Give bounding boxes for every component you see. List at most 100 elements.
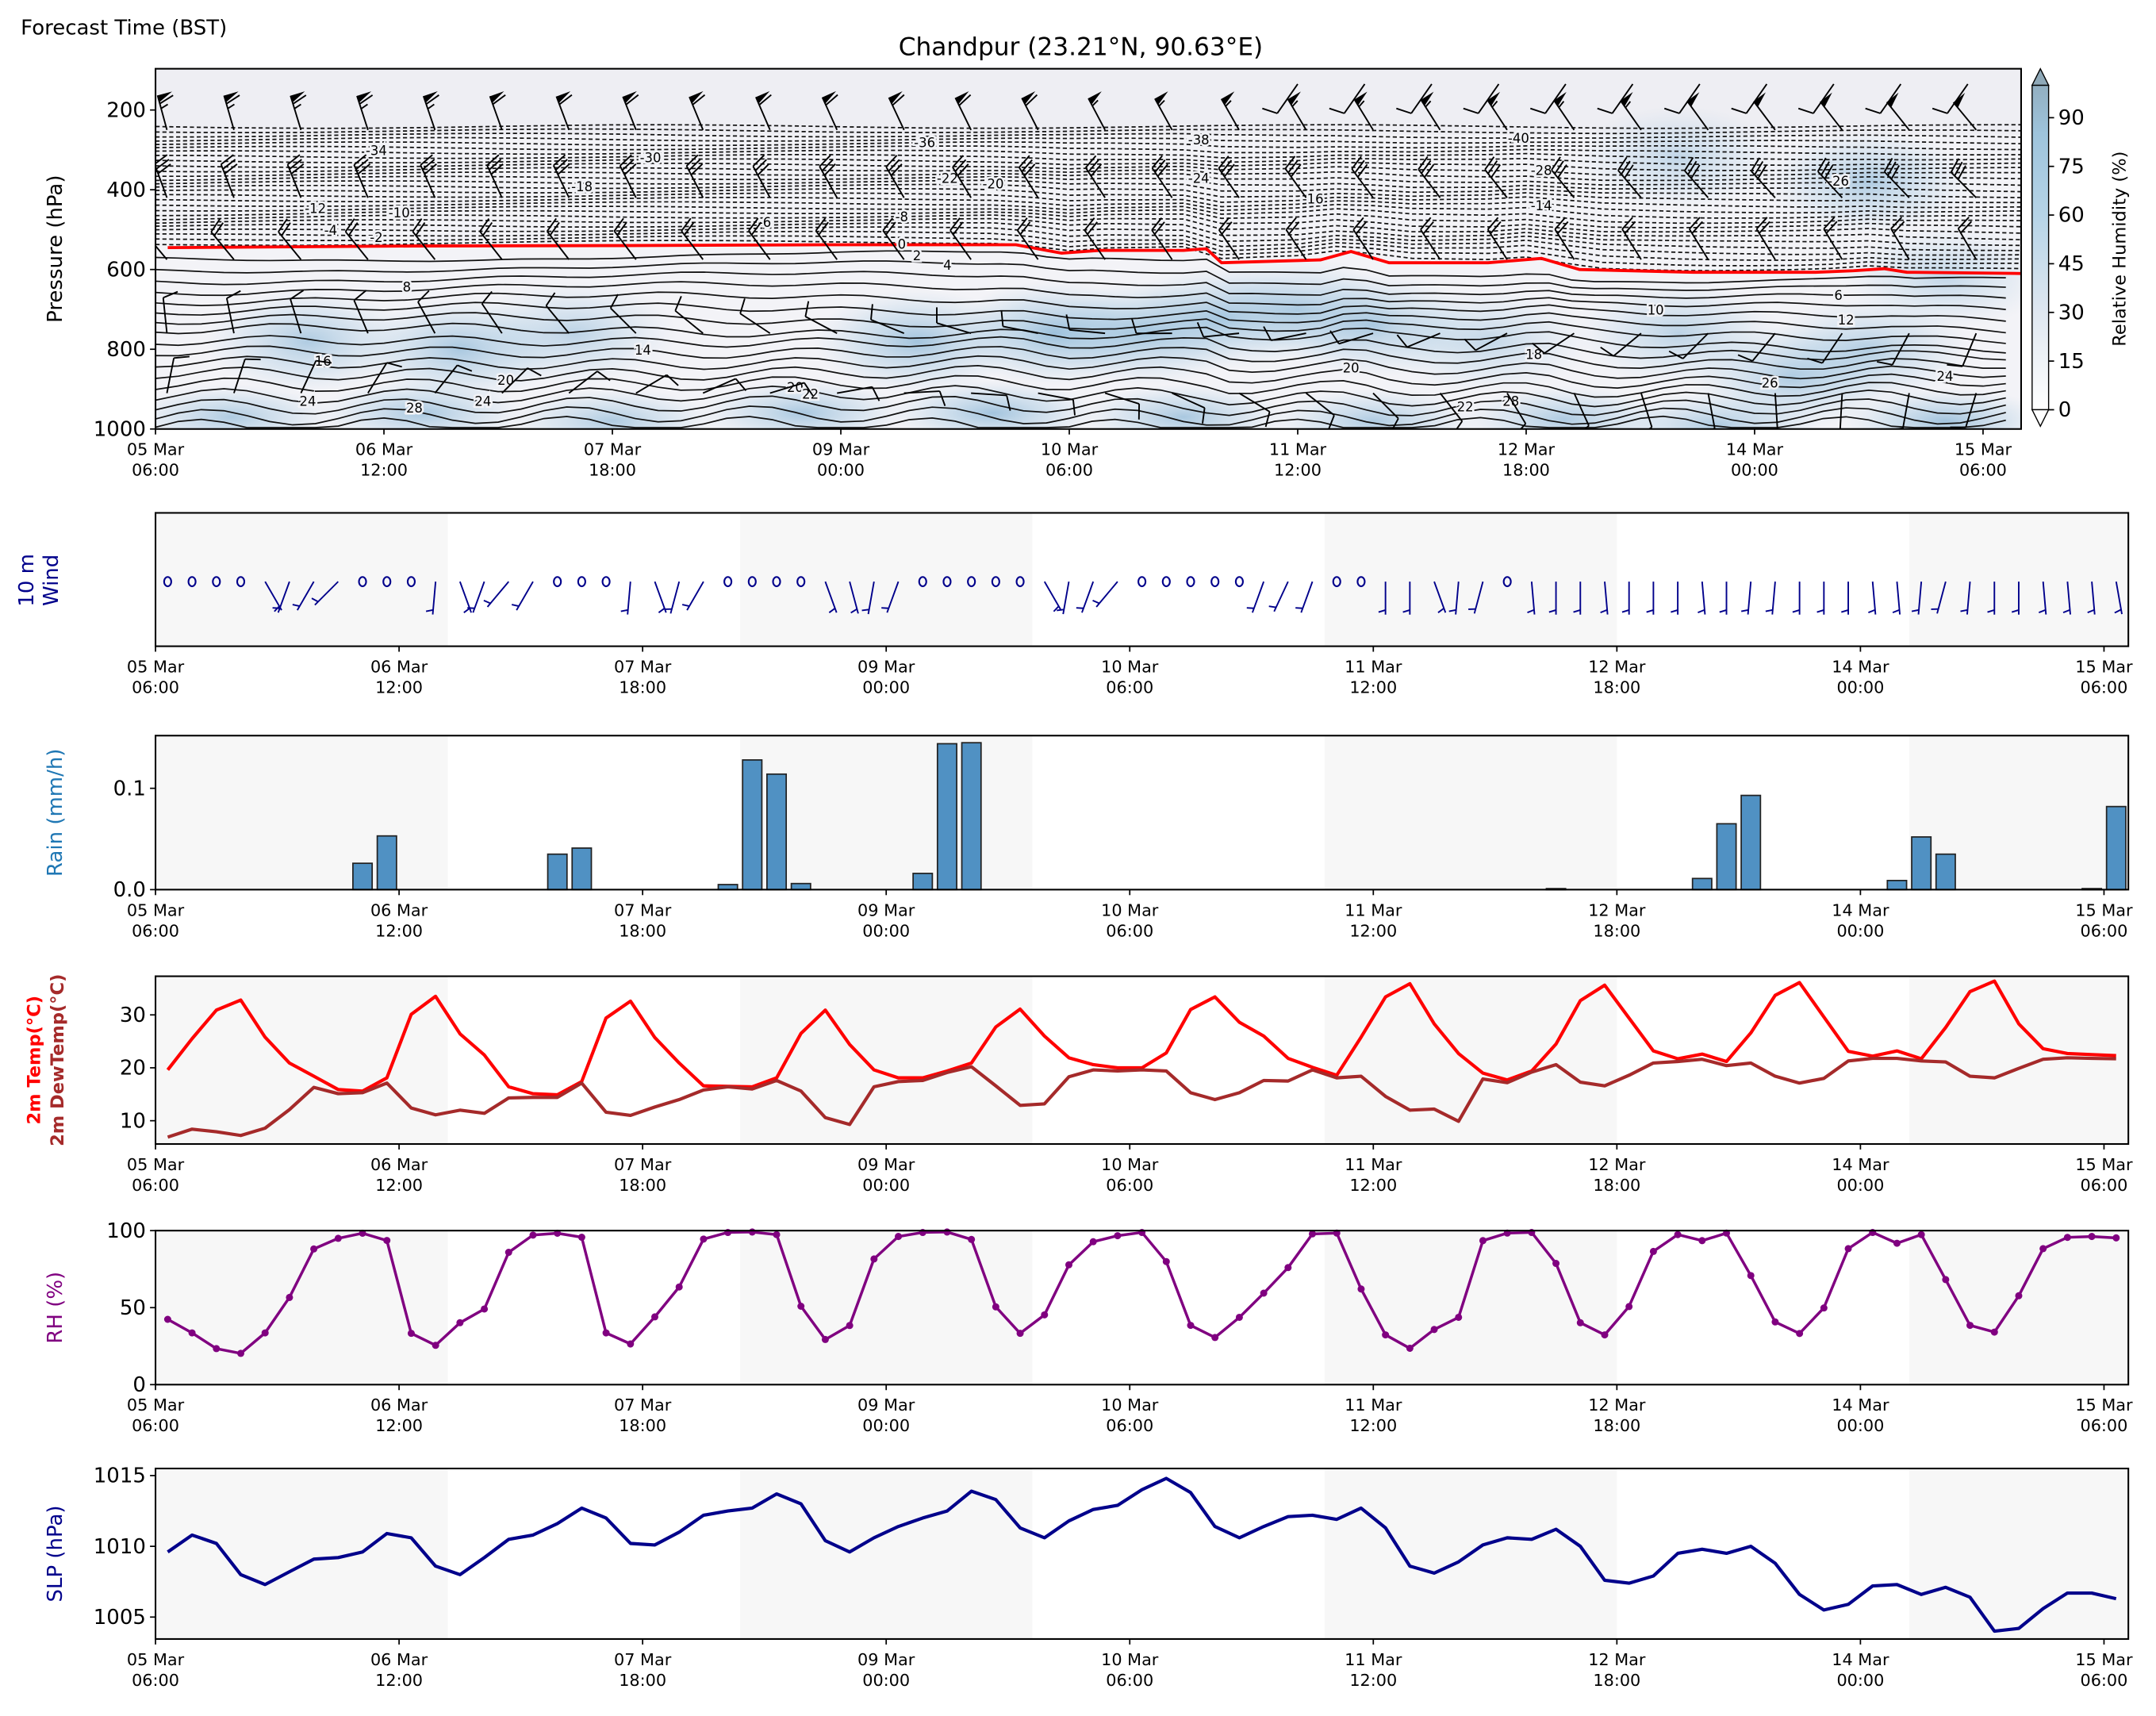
barb-feather	[386, 362, 402, 368]
shaded-period	[1909, 1468, 2129, 1639]
y-tick-label: 400	[106, 179, 146, 202]
barb-shaft	[1273, 581, 1289, 612]
barb-shaft	[1966, 582, 1971, 615]
wind-10m-barb	[1646, 582, 1655, 615]
barb-shaft	[952, 167, 972, 198]
upper-wind-barb	[619, 154, 637, 198]
shaded-period	[1324, 1230, 1617, 1385]
barb-shaft	[702, 378, 736, 394]
x-tick-date: 07 Mar	[614, 658, 672, 677]
barb-shaft	[1016, 229, 1039, 260]
upper-wind-barb	[936, 307, 972, 335]
rh-axis-label: RH (%)	[44, 1272, 67, 1344]
upper-wind-barb	[420, 154, 437, 198]
barb-shaft	[1755, 228, 1776, 260]
rain-bar	[1740, 794, 1762, 891]
wind-10m-barb	[553, 576, 562, 588]
barb-shaft	[1707, 393, 1716, 428]
barb-shaft	[420, 164, 436, 198]
barb-feather	[1954, 161, 1963, 177]
barb-shaft	[681, 230, 704, 260]
upper-wind-barb	[1396, 83, 1433, 114]
x-tick-date: 12 Mar	[1588, 1650, 1646, 1669]
freezing-level-line	[167, 243, 2021, 275]
wind-10m-barb	[483, 581, 509, 608]
x-tick-time: 06:00	[1106, 678, 1153, 697]
rh-marker	[334, 1234, 342, 1242]
barb-half-feather	[1268, 605, 1276, 608]
barb-half-feather	[1425, 100, 1432, 108]
barb-feather	[225, 94, 240, 105]
barb-feather	[1424, 163, 1435, 178]
upper-wind-barb	[1088, 91, 1106, 131]
barb-feather	[1285, 217, 1297, 231]
barb-shaft	[472, 581, 485, 613]
barb-shaft	[2066, 582, 2071, 615]
wind-10m-barb	[2114, 581, 2123, 615]
rh-marker	[1990, 1328, 1998, 1336]
barb-feather	[357, 163, 371, 175]
barb-shaft	[1220, 98, 1240, 131]
y-tick-label: 100	[106, 1219, 146, 1243]
contour-label: -26	[1828, 174, 1849, 189]
barb-flag	[1621, 92, 1633, 107]
barb-shaft	[1238, 392, 1271, 413]
barb-shaft	[278, 231, 302, 260]
x-tick-date: 11 Mar	[1269, 440, 1327, 459]
barb-feather	[1690, 164, 1701, 179]
isotherm-solid	[155, 271, 2006, 299]
barb-shaft	[1823, 228, 1843, 260]
rh-marker	[968, 1235, 976, 1243]
contour-label: -34	[366, 144, 387, 159]
upper-wind-barb	[545, 292, 570, 334]
barb-half-feather	[511, 604, 520, 608]
upper-wind-barb	[1731, 83, 1768, 114]
barb-half-feather	[1765, 608, 1773, 612]
barb-shaft	[971, 392, 1007, 397]
x-tick-date: 15 Mar	[1955, 440, 2012, 459]
upper-wind-barb	[1484, 156, 1508, 198]
barb-shaft	[296, 581, 315, 611]
barb-feather	[1154, 159, 1166, 173]
barb-flag	[888, 90, 903, 104]
barb-feather	[1691, 221, 1703, 234]
barb-shaft	[1154, 98, 1173, 131]
barb-feather	[957, 163, 969, 177]
wind-10m-barb	[1402, 582, 1411, 615]
barb-feather	[558, 94, 573, 106]
barb-feather	[1600, 346, 1614, 357]
contour-label: -24	[1188, 171, 1210, 186]
wind-10m-barb	[292, 581, 315, 611]
upper-wind-barb	[949, 217, 972, 260]
upper-wind-barb	[1220, 91, 1240, 131]
barb-feather	[159, 94, 174, 105]
wind-10m-barb	[1740, 582, 1752, 615]
rh-marker	[1041, 1311, 1049, 1319]
colorbar-tick-label: 60	[2058, 204, 2085, 228]
barb-shaft	[627, 582, 631, 615]
contour-label: 18	[1525, 347, 1542, 362]
barb-shaft	[821, 97, 838, 131]
upper-wind-barb	[1284, 155, 1307, 198]
barb-shaft	[1353, 98, 1374, 131]
barb-shaft	[481, 303, 503, 334]
isotherm-solid	[155, 405, 2006, 427]
barb-feather	[1932, 107, 1948, 114]
barb-shaft	[1276, 83, 1299, 114]
barb-shaft	[300, 360, 317, 393]
barb-shaft	[552, 165, 570, 198]
barb-flag	[623, 90, 637, 104]
x-tick-date: 11 Mar	[1345, 1155, 1402, 1174]
contour-label: -10	[389, 205, 410, 221]
barb-feather	[1151, 155, 1163, 169]
x-tick-date: 10 Mar	[1101, 1155, 1159, 1174]
barb-shaft	[610, 307, 637, 334]
isotherm-solid	[155, 312, 2006, 344]
rh-marker	[1893, 1239, 1901, 1247]
barb-feather	[621, 159, 635, 171]
x-tick-date: 05 Mar	[127, 900, 185, 919]
barb-half-feather	[1053, 605, 1060, 612]
rh-marker	[1187, 1322, 1195, 1330]
barb-shaft	[1151, 167, 1173, 198]
rain-bar	[1691, 877, 1713, 891]
